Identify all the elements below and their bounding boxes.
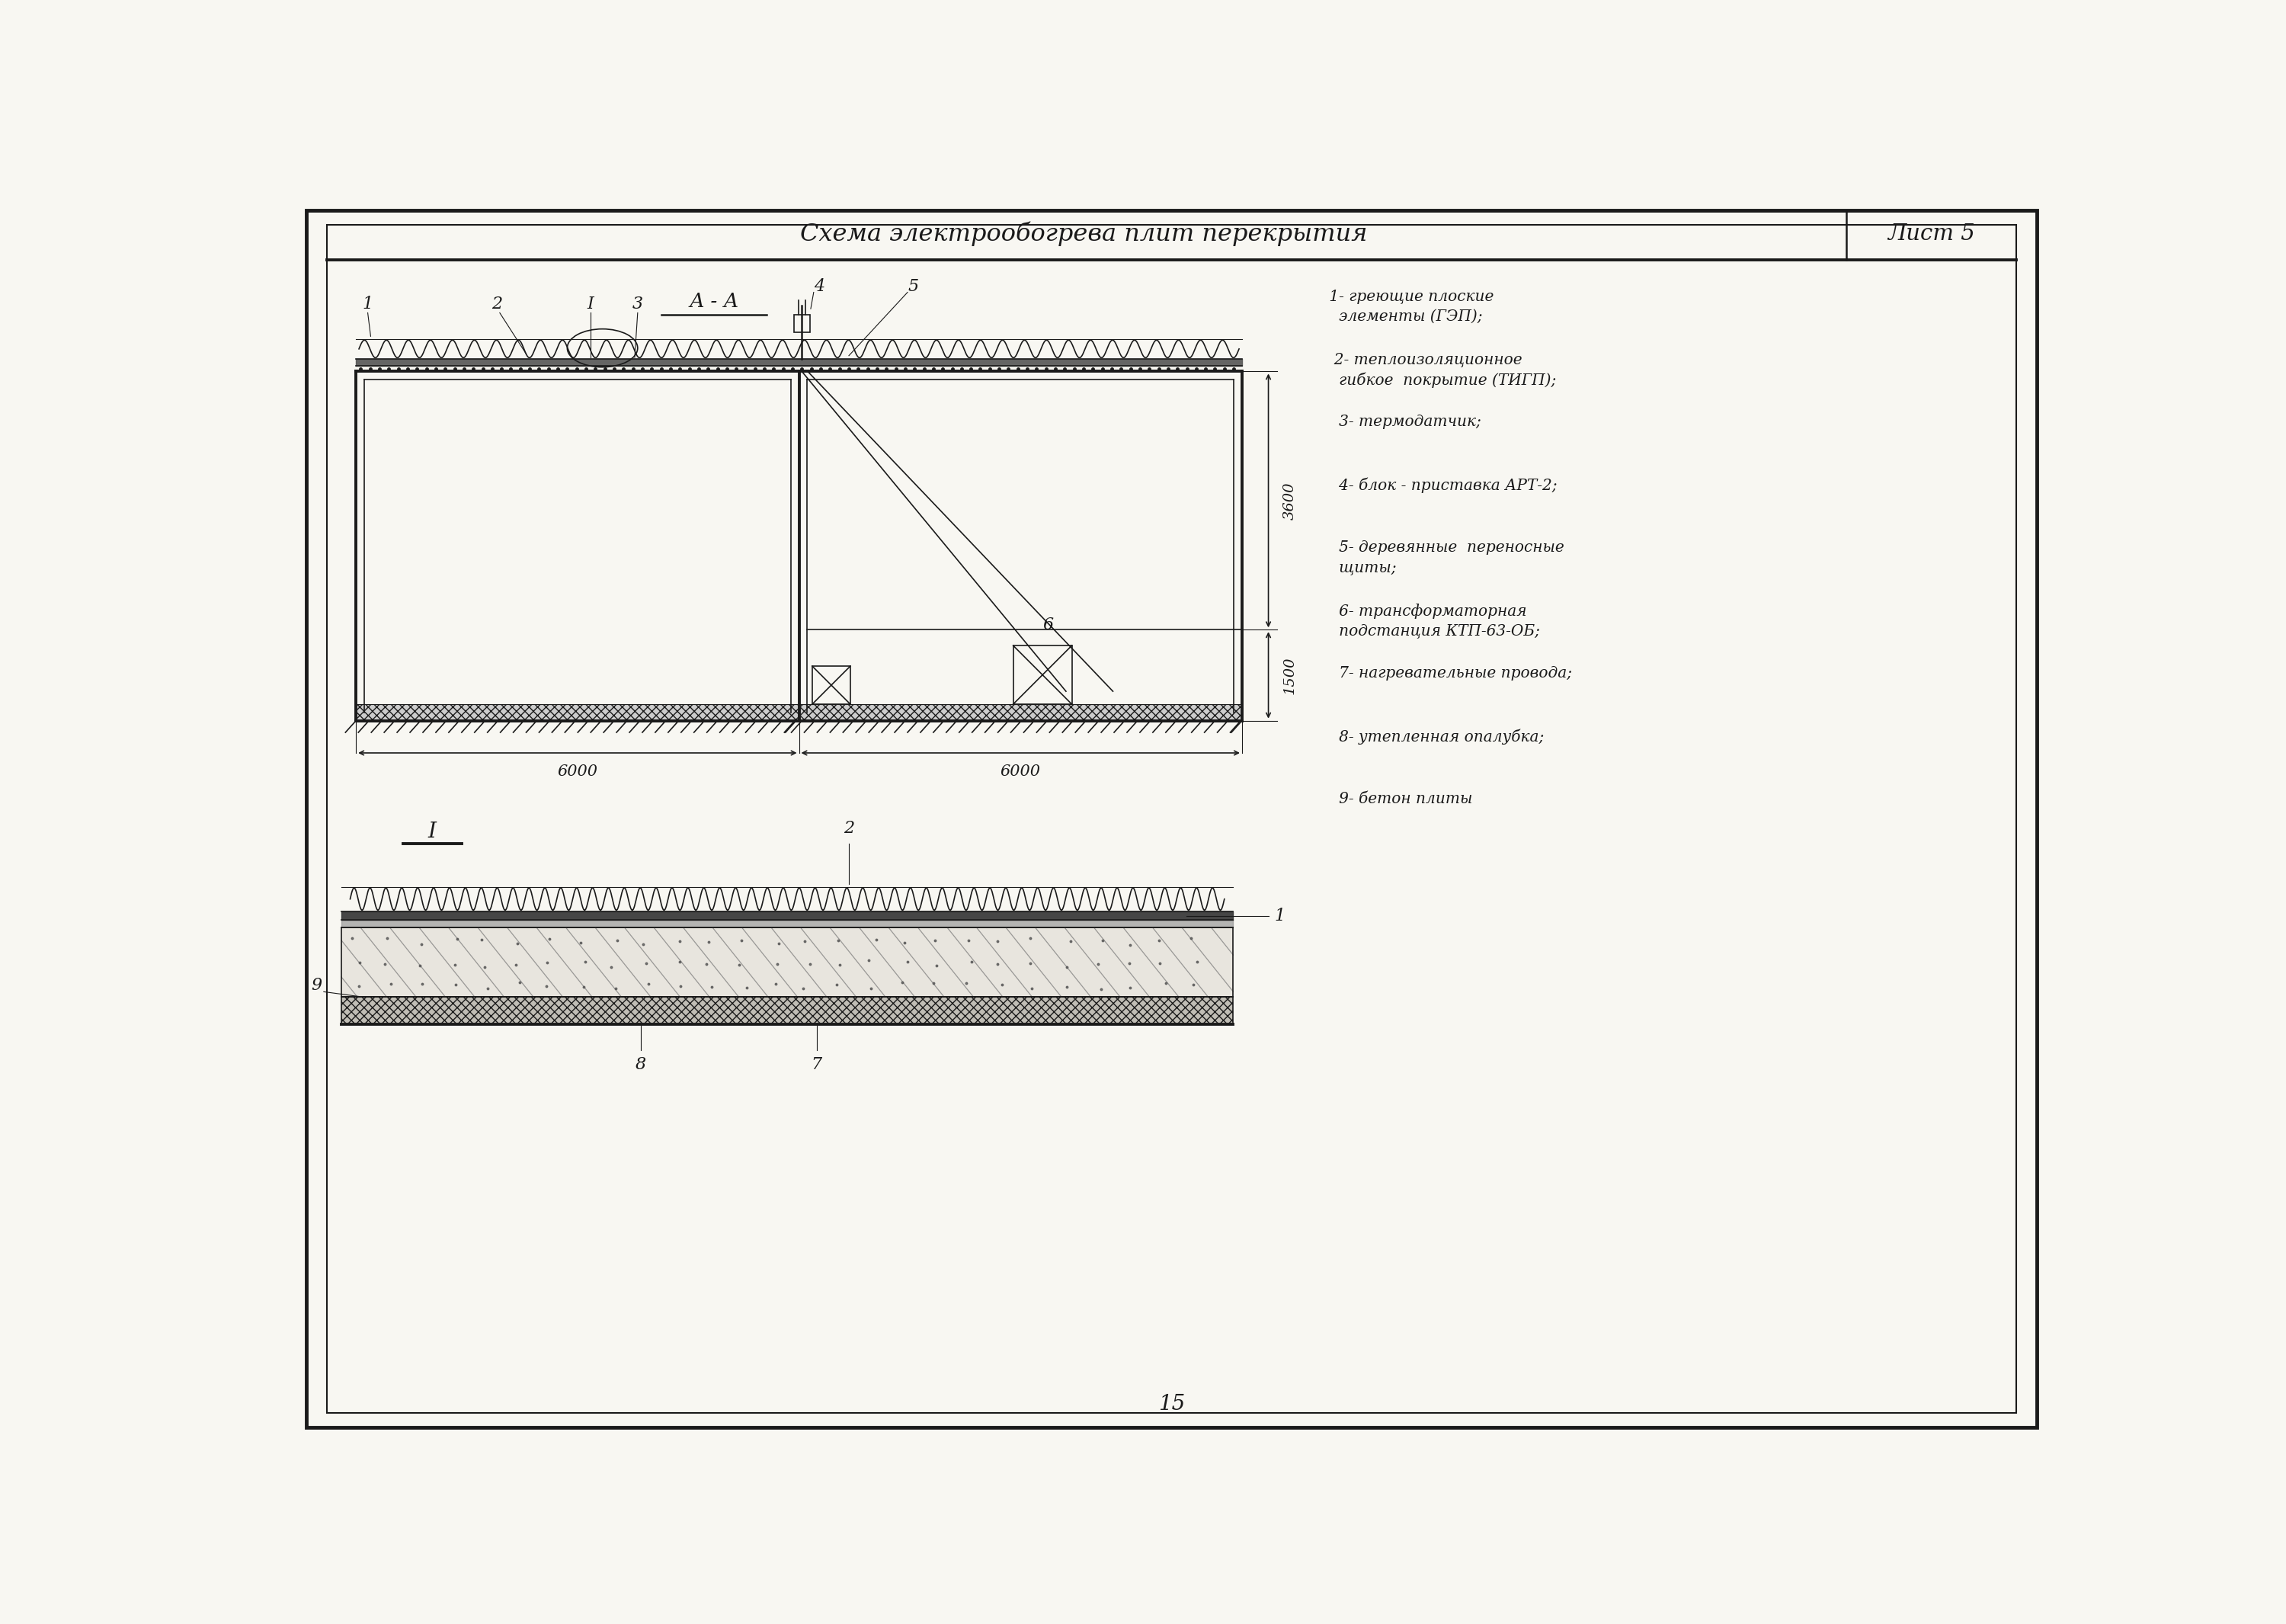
Text: 6000: 6000	[558, 765, 597, 780]
Text: 3- термодатчик;: 3- термодатчик;	[1324, 414, 1481, 429]
Text: 7: 7	[812, 1056, 823, 1073]
Text: 2: 2	[491, 296, 503, 312]
Text: 6- трансформаторная
   подстанция КТП-63-ОБ;: 6- трансформаторная подстанция КТП-63-ОБ…	[1324, 603, 1541, 638]
Text: 8: 8	[636, 1056, 647, 1073]
Text: 5- деревянные  переносные
   щиты;: 5- деревянные переносные щиты;	[1324, 541, 1564, 575]
Bar	[812, 666, 850, 705]
Text: I: I	[427, 822, 437, 843]
Text: 1500: 1500	[1282, 656, 1296, 693]
Text: 9: 9	[311, 976, 322, 994]
Text: 2- теплоизоляционное
   гибкое  покрытие (ТИГП);: 2- теплоизоляционное гибкое покрытие (ТИ…	[1324, 352, 1557, 388]
Text: 15: 15	[1159, 1393, 1184, 1415]
Bar	[341, 997, 1232, 1025]
Text: 9- бетон плиты: 9- бетон плиты	[1324, 791, 1472, 806]
Bar	[793, 315, 809, 333]
Bar	[1013, 646, 1072, 705]
Bar	[341, 927, 1232, 997]
Bar	[357, 705, 1241, 721]
Text: 6: 6	[1042, 617, 1054, 633]
Text: Лист 5: Лист 5	[1888, 222, 1975, 245]
Text: А - А: А - А	[688, 292, 738, 310]
Text: I: I	[588, 296, 594, 312]
Text: 8- утепленная опалубка;: 8- утепленная опалубка;	[1324, 729, 1543, 744]
Text: 1: 1	[1273, 908, 1285, 924]
Text: 5: 5	[908, 278, 919, 296]
Text: Схема электрообогрева плит перекрытия: Схема электрообогрева плит перекрытия	[800, 221, 1367, 247]
Text: 3: 3	[633, 296, 642, 312]
Text: 1- греющие плоские
   элементы (ГЭП);: 1- греющие плоские элементы (ГЭП);	[1324, 289, 1493, 323]
Text: 4: 4	[814, 278, 825, 296]
Text: 7- нагревательные провода;: 7- нагревательные провода;	[1324, 666, 1573, 680]
Text: 2: 2	[844, 820, 855, 836]
Text: 4- блок - приставка АРТ-2;: 4- блок - приставка АРТ-2;	[1324, 477, 1557, 494]
Text: 3600: 3600	[1282, 482, 1296, 520]
Text: 1: 1	[363, 296, 373, 312]
Text: 6000: 6000	[1001, 765, 1040, 780]
